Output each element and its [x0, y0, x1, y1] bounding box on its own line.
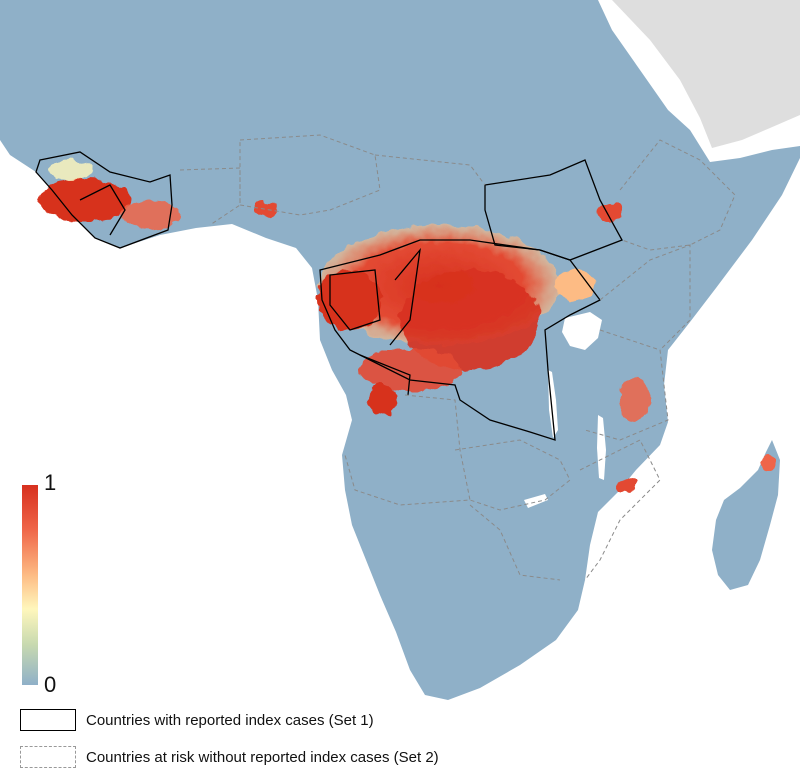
set2-kenya-border — [599, 244, 691, 351]
scale-min-label: 0 — [44, 672, 57, 697]
lake-kariba — [524, 494, 548, 508]
color-scale-bar — [22, 485, 38, 685]
scale-max-label: 1 — [44, 470, 57, 495]
set2-southern-border — [469, 504, 561, 581]
madagascar — [712, 440, 780, 590]
legend-set2: Countries at risk without reported index… — [20, 746, 439, 768]
lake-victoria — [562, 312, 602, 350]
hotspot-madagascar — [762, 454, 774, 470]
hotspot-angola-north — [368, 384, 396, 416]
hotspot-mozambique — [618, 478, 638, 492]
set1-west-africa-border — [35, 151, 173, 249]
set1-south-sudan-border — [484, 159, 623, 261]
hotspot-congo-basin — [400, 270, 540, 370]
set2-nigeria-border — [179, 167, 241, 226]
set2-chad-border — [374, 154, 486, 186]
set1-guinea-border — [79, 184, 126, 236]
set2-mozambique-border — [579, 439, 661, 581]
legend-set1-swatch — [20, 709, 76, 731]
hotspot-uganda — [555, 270, 595, 300]
legend-set1: Countries with reported index cases (Set… — [20, 709, 374, 731]
hotspot-southern-congo — [360, 348, 460, 392]
hotspot-west-africa — [40, 178, 130, 222]
hotspot-ivory-coast — [120, 201, 180, 229]
set2-angola-border — [344, 394, 471, 506]
legend-set2-swatch — [20, 746, 76, 768]
lake-tanganyika — [548, 370, 558, 438]
set1-congo-inner-border — [389, 247, 421, 346]
set1-angola-north-border — [359, 354, 411, 396]
legend-set2-label: Countries at risk without reported index… — [86, 748, 439, 766]
legend-set1-label: Countries with reported index cases (Set… — [86, 711, 374, 729]
set2-ethiopia-border — [619, 139, 736, 251]
set2-zambia-border — [454, 439, 571, 511]
set2-tanzania-border — [584, 329, 669, 441]
lake-malawi — [597, 415, 606, 480]
hotspot-gabon — [318, 270, 382, 330]
set1-gabon-congo-border — [329, 269, 381, 331]
hotspot-tanzania-coast — [619, 378, 651, 422]
set2-borders — [179, 134, 736, 581]
arabian-peninsula — [612, 0, 800, 148]
hotspot-ghana — [253, 202, 277, 218]
hotspot-west-sahel — [48, 160, 92, 180]
set2-sahel-border — [239, 134, 381, 216]
set1-borders — [35, 151, 623, 441]
